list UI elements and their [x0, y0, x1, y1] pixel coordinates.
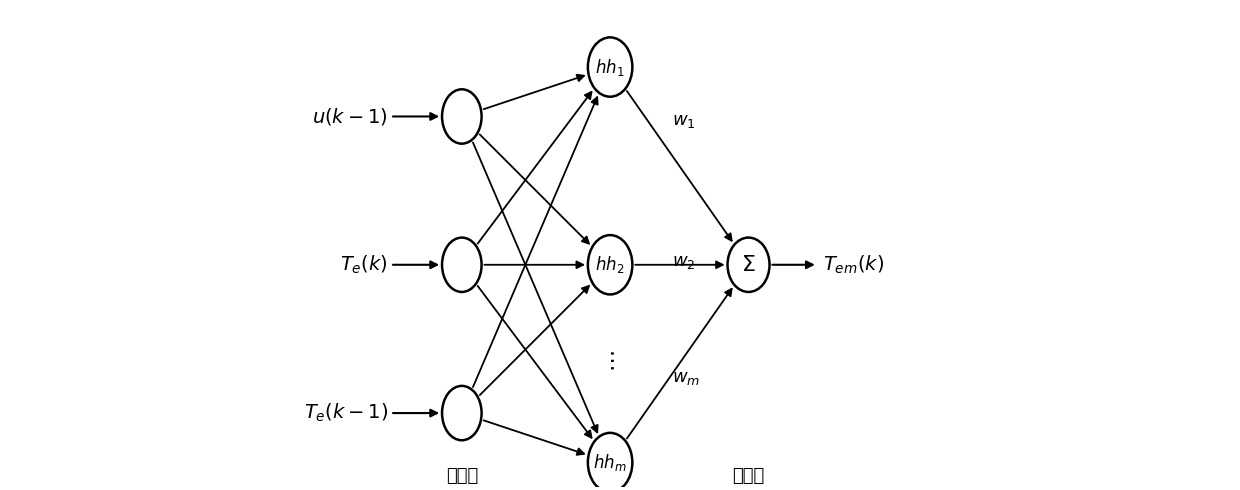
Text: $T_e(k)$: $T_e(k)$ [340, 254, 388, 276]
Text: $w_2$: $w_2$ [672, 253, 696, 271]
Text: 输入层: 输入层 [445, 467, 477, 485]
Text: $hh_2$: $hh_2$ [595, 254, 625, 275]
Ellipse shape [441, 89, 481, 144]
Text: 隐含层: 隐含层 [594, 467, 626, 485]
Text: $\cdots$: $\cdots$ [603, 350, 622, 372]
Text: $u(k-1)$: $u(k-1)$ [312, 106, 388, 127]
Text: $T_{em}(k)$: $T_{em}(k)$ [822, 254, 884, 276]
Text: $w_1$: $w_1$ [672, 112, 696, 130]
Ellipse shape [588, 235, 632, 294]
Ellipse shape [728, 238, 770, 292]
Text: 输出层: 输出层 [733, 467, 765, 485]
Text: $hh_1$: $hh_1$ [595, 56, 625, 77]
Ellipse shape [441, 238, 481, 292]
Ellipse shape [441, 386, 481, 440]
Text: $w_m$: $w_m$ [672, 369, 701, 388]
Ellipse shape [588, 37, 632, 97]
Ellipse shape [588, 433, 632, 490]
Text: $hh_m$: $hh_m$ [593, 452, 627, 473]
Text: $\Sigma$: $\Sigma$ [742, 255, 756, 275]
Text: $T_e(k-1)$: $T_e(k-1)$ [304, 402, 388, 424]
